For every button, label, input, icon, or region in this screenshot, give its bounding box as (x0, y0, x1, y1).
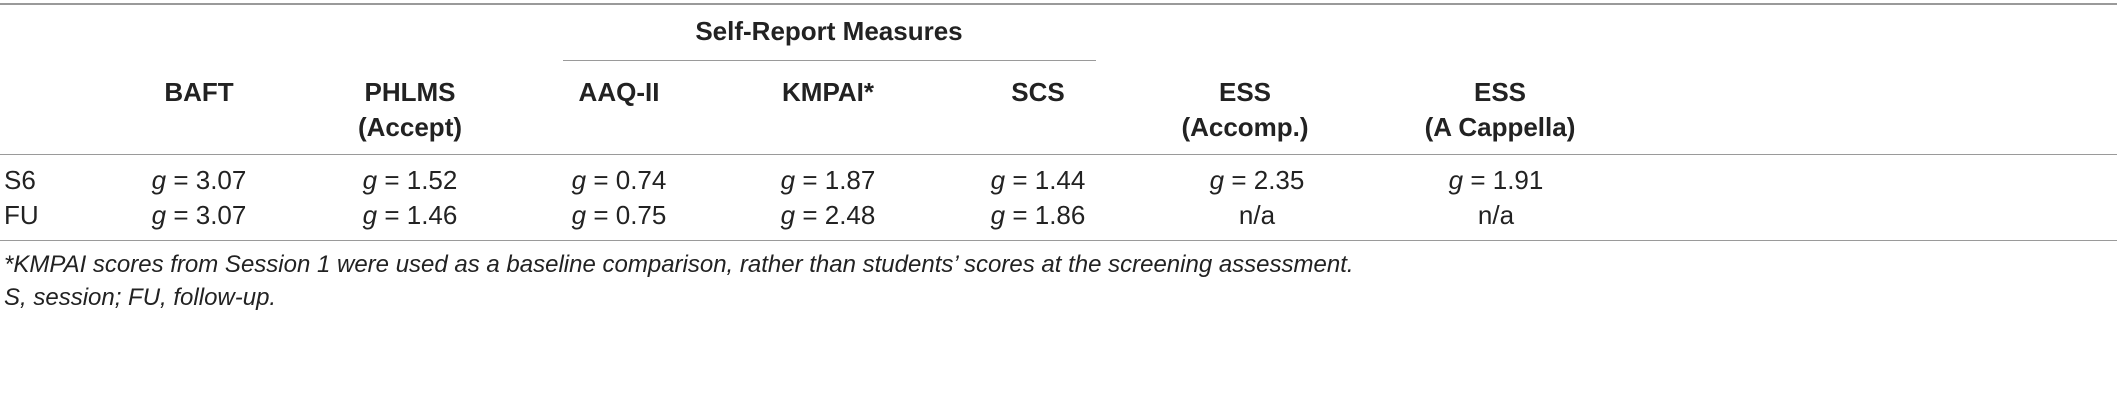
col-header-scs: SCS (1011, 77, 1065, 107)
table-bottom-rule (0, 240, 2117, 241)
col-header-phlms-sub: (Accept) (357, 112, 463, 142)
table-cell: g = 2.35 (1209, 165, 1305, 195)
table-cell: n/a (1238, 200, 1276, 230)
table-cell: g = 1.52 (362, 165, 458, 195)
row-label-s6: S6 (4, 165, 36, 195)
col-header-ess-a-cappella: ESS (1473, 77, 1527, 107)
table-cell: n/a (1477, 200, 1515, 230)
table-cell: g = 3.07 (151, 200, 247, 230)
table-cell: g = 1.46 (362, 200, 458, 230)
header-bottom-rule (0, 154, 2117, 155)
table-cell: g = 0.74 (571, 165, 667, 195)
col-header-baft: BAFT (164, 77, 234, 107)
col-header-ess-a-cappella-sub: (A Cappella) (1424, 112, 1576, 142)
table-cell: g = 1.87 (780, 165, 876, 195)
table-cell: g = 2.48 (780, 200, 876, 230)
table-top-rule (0, 3, 2117, 5)
col-header-aaq-ii: AAQ-II (578, 77, 660, 107)
group-header-underline (563, 60, 1096, 61)
footnote-kmpai: *KMPAI scores from Session 1 were used a… (4, 251, 1354, 278)
group-header-self-report-measures: Self-Report Measures (695, 16, 963, 46)
col-header-kmpai: KMPAI* (782, 77, 874, 107)
table-cell: g = 3.07 (151, 165, 247, 195)
table-cell: g = 1.44 (990, 165, 1086, 195)
footnote-abbreviations: S, session; FU, follow-up. (4, 284, 277, 311)
table-cell: g = 1.91 (1448, 165, 1544, 195)
table-cell: g = 0.75 (571, 200, 667, 230)
col-header-ess-accomp: ESS (1218, 77, 1272, 107)
row-label-fu: FU (4, 200, 39, 230)
col-header-phlms: PHLMS (364, 77, 456, 107)
table-cell: g = 1.86 (990, 200, 1086, 230)
col-header-ess-accomp-sub: (Accomp.) (1181, 112, 1309, 142)
